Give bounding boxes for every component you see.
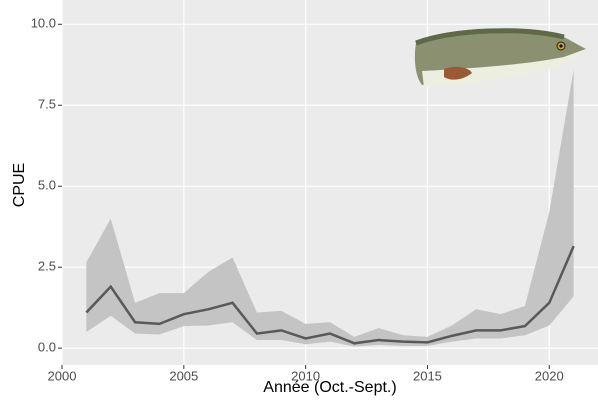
y-tick-label: 5.0 [38, 178, 56, 193]
x-tick-label: 2010 [291, 368, 320, 383]
confidence-band [86, 69, 574, 347]
y-tick-label: 0.0 [38, 340, 56, 355]
x-tick-label: 2020 [535, 368, 564, 383]
x-tick-label: 2000 [48, 368, 77, 383]
y-tick-label: 10.0 [31, 16, 56, 31]
marks [85, 69, 575, 347]
x-tick-label: 2015 [413, 368, 442, 383]
cpue-line [85, 245, 575, 345]
y-axis-title: CPUE [11, 163, 28, 207]
x-tick-label: 2005 [169, 368, 198, 383]
y-tick-label: 2.5 [38, 259, 56, 274]
y-tick-label: 7.5 [38, 97, 56, 112]
x-axis-title: Année (Oct.-Sept.) [263, 379, 396, 396]
eel-illustration [414, 28, 586, 87]
